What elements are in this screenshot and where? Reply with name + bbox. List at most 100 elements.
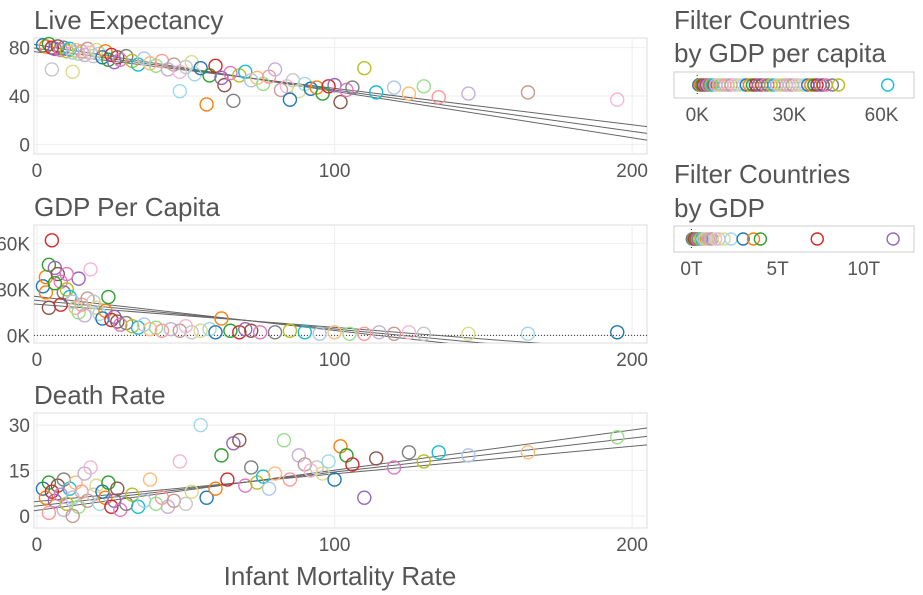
death-point[interactable] xyxy=(282,472,298,487)
gdp-point[interactable] xyxy=(113,317,128,332)
gdppc-filter-point[interactable] xyxy=(881,78,895,92)
death-point[interactable] xyxy=(369,451,384,466)
death-point[interactable] xyxy=(315,466,330,481)
gdp-point[interactable] xyxy=(401,325,417,340)
gdp-point[interactable] xyxy=(297,325,312,340)
gdp-point[interactable] xyxy=(193,323,208,338)
gdp-point[interactable] xyxy=(124,318,140,334)
death-point[interactable] xyxy=(416,454,432,469)
life-point[interactable] xyxy=(71,46,86,61)
death-point[interactable] xyxy=(208,481,223,496)
death-point[interactable] xyxy=(461,448,476,463)
life-point[interactable] xyxy=(226,93,241,109)
gdp-point[interactable] xyxy=(610,325,625,340)
life-point[interactable] xyxy=(369,85,384,100)
life-point[interactable] xyxy=(193,61,208,76)
death-point[interactable] xyxy=(386,460,402,475)
death-point[interactable] xyxy=(232,433,247,448)
gdp-point[interactable] xyxy=(163,322,179,337)
gdp-point[interactable] xyxy=(342,326,357,342)
gdp-point[interactable] xyxy=(62,289,77,305)
gdppc-filter-point[interactable] xyxy=(825,78,840,92)
gdp-per-capita-plot-area[interactable] xyxy=(33,224,648,344)
life-point[interactable] xyxy=(65,64,80,80)
gdp-per-capita-filter-strip[interactable] xyxy=(673,71,915,99)
gdp-filter-point[interactable] xyxy=(708,232,723,246)
death-point[interactable] xyxy=(41,475,57,490)
gdp-point[interactable] xyxy=(154,323,170,338)
death-point[interactable] xyxy=(610,430,625,445)
gdp-point[interactable] xyxy=(386,326,402,342)
life-point[interactable] xyxy=(74,44,89,59)
death-point[interactable] xyxy=(214,448,229,463)
life-point[interactable] xyxy=(357,61,372,76)
gdp-point[interactable] xyxy=(244,323,259,338)
death-point[interactable] xyxy=(357,490,372,505)
death-point[interactable] xyxy=(65,508,80,524)
gdp-point[interactable] xyxy=(312,326,327,342)
life-point[interactable] xyxy=(172,83,188,99)
life-point[interactable] xyxy=(321,79,336,94)
death-point[interactable] xyxy=(520,445,536,460)
life-point[interactable] xyxy=(610,92,625,107)
gdp-point[interactable] xyxy=(184,325,199,340)
death-point[interactable] xyxy=(110,481,125,496)
life-point[interactable] xyxy=(303,81,318,96)
gdp-filter-point[interactable] xyxy=(810,232,824,246)
life-point[interactable] xyxy=(345,80,360,95)
death-point[interactable] xyxy=(267,466,283,481)
gdp-point[interactable] xyxy=(208,325,223,340)
life-point[interactable] xyxy=(104,47,119,63)
gdp-filter-point[interactable] xyxy=(746,232,761,246)
life-point[interactable] xyxy=(520,85,536,100)
gdp-point[interactable] xyxy=(50,266,66,282)
death-point[interactable] xyxy=(124,487,140,502)
gdppc-filter-point[interactable] xyxy=(810,78,824,92)
gdp-point[interactable] xyxy=(267,325,283,340)
gdp-point[interactable] xyxy=(110,314,125,329)
life-point[interactable] xyxy=(333,94,348,110)
gdp-point[interactable] xyxy=(238,322,253,337)
gdp-point[interactable] xyxy=(357,326,372,342)
death-point[interactable] xyxy=(83,460,98,475)
gdp-point[interactable] xyxy=(327,325,342,340)
gdp-point[interactable] xyxy=(101,289,116,305)
life-point[interactable] xyxy=(208,58,223,73)
death-point[interactable] xyxy=(199,490,214,505)
gdp-point[interactable] xyxy=(371,325,387,340)
death-point[interactable] xyxy=(41,505,57,521)
gdp-point[interactable] xyxy=(38,285,54,300)
life-point[interactable] xyxy=(214,70,229,86)
gdp-filter-point[interactable] xyxy=(753,232,768,246)
death-point[interactable] xyxy=(321,454,336,469)
death-point[interactable] xyxy=(244,460,259,475)
death-point[interactable] xyxy=(345,457,360,472)
gdp-point[interactable] xyxy=(95,311,110,326)
gdp-point[interactable] xyxy=(252,325,268,340)
life-point[interactable] xyxy=(217,77,232,93)
death-point[interactable] xyxy=(401,445,417,460)
life-point[interactable] xyxy=(83,45,98,60)
gdp-filter-point[interactable] xyxy=(886,232,900,246)
life-point[interactable] xyxy=(38,39,54,54)
life-point[interactable] xyxy=(44,62,60,77)
death-point[interactable] xyxy=(184,484,199,499)
gdppc-filter-point[interactable] xyxy=(831,78,846,92)
gdp-point[interactable] xyxy=(416,326,432,342)
life-point[interactable] xyxy=(327,77,342,93)
life-point[interactable] xyxy=(282,92,298,107)
gdp-point[interactable] xyxy=(41,300,57,315)
death-point[interactable] xyxy=(431,445,446,460)
gdp-point[interactable] xyxy=(59,282,74,297)
gdp-point[interactable] xyxy=(214,311,229,326)
life-point[interactable] xyxy=(386,80,402,95)
life-point[interactable] xyxy=(339,82,354,98)
gdp-point[interactable] xyxy=(83,262,98,277)
gdp-point[interactable] xyxy=(282,323,298,338)
gdp-point[interactable] xyxy=(104,312,119,328)
death-point[interactable] xyxy=(193,417,208,433)
gdp-point[interactable] xyxy=(77,308,92,323)
life-point[interactable] xyxy=(461,86,476,101)
life-point[interactable] xyxy=(267,62,283,77)
gdp-point[interactable] xyxy=(520,326,536,342)
